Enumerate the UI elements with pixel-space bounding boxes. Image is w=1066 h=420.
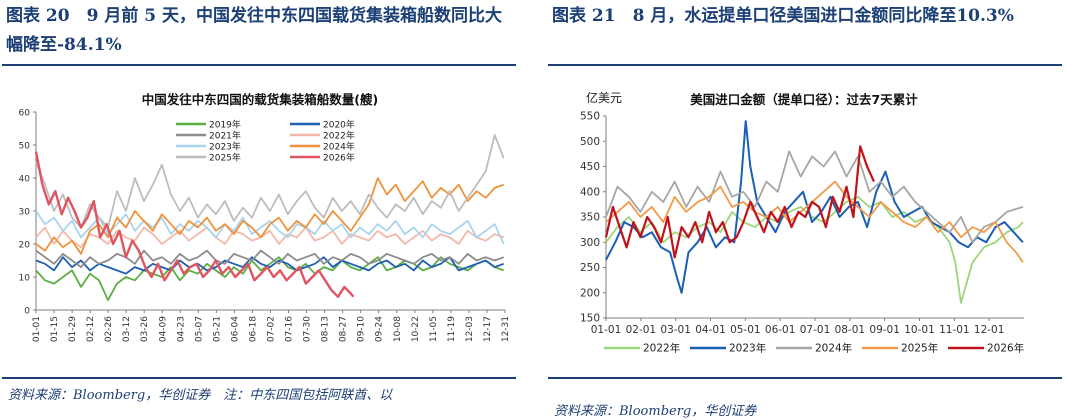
y-tick-label: 150 [580,313,600,325]
figure-title: 图表 21 8 月，水运提单口径美国进口金额同比降至10.3% [552,6,1014,26]
x-tick-label: 01-29 [68,316,78,342]
x-tick-label: 11-05 [429,316,439,342]
x-tick-label: 09-10 [357,316,367,342]
y-tick-label: 60 [19,109,31,119]
y-tick-label: 20 [19,241,31,251]
y-tick-label: 300 [580,237,600,249]
x-tick-label: 03-12 [122,316,132,342]
x-tick-label: 09-01 [869,324,900,336]
y-tick-label: 200 [580,287,600,299]
x-tick-label: 12-17 [483,316,493,342]
x-tick-label: 06-18 [248,316,258,342]
x-tick-label: 12-03 [465,316,475,342]
x-tick-label: 09-24 [375,316,385,342]
series-line-2021年 [35,249,505,269]
x-tick-label: 10-08 [393,316,403,342]
y-tick-label: 350 [580,212,600,224]
legend-label: 2022年 [323,130,355,142]
y-tick-label: 0 [24,307,30,317]
x-tick-label: 01-01 [32,316,42,342]
title-rule [548,64,1062,66]
x-tick-label: 12-31 [501,316,511,342]
legend-label: 2022年 [643,342,680,355]
series-line-2022年 [605,195,1024,304]
series-line-2019年 [35,256,505,302]
x-tick-label: 05-21 [212,316,222,342]
y-tick-label: 10 [19,274,31,284]
shipping-chart: 中国发往中东四国的载货集装箱船数量(艘) 0 10 20 30 40 50 60 01-01 01… [19,92,511,342]
y-tick-label: 30 [19,208,31,218]
x-tick-label: 08-27 [339,316,349,342]
chart-title: 美国进口金额（提单口径）：过去7天累计 [690,92,918,107]
legend-label: 2023年 [729,342,766,355]
x-tick-label: 07-30 [303,316,313,342]
x-tick-label: 07-02 [267,316,277,342]
x-tick-label: 10-22 [411,316,421,342]
x-tick-label: 02-01 [626,324,657,336]
x-tick-label: 02-12 [86,316,96,342]
y-tick-label: 50 [19,142,31,152]
figure-title: 图表 20 9 月前 5 天，中国发往中东四国载货集装箱船数同比大幅降至-84.… [6,6,502,55]
y-tick-label: 40 [19,175,31,185]
series-line-2020年 [35,256,505,275]
x-tick-label: 01-15 [50,316,60,342]
title-rule [2,64,516,66]
x-tick-label: 08-13 [321,316,331,342]
x-tick-label: 07-16 [285,316,295,342]
import-value-chart: 美国进口金额（提单口径）：过去7天累计 亿美元 150 200 250 300 350 400… [580,90,1024,355]
y-tick-label: 450 [580,161,600,173]
x-tick-label: 05-01 [730,324,761,336]
legend-label: 2024年 [815,342,852,355]
legend-label: 2025年 [901,342,938,355]
series-line-2024年 [35,177,505,255]
source-rule [548,377,1062,379]
series-line-2025年 [605,180,1024,263]
series-line-2024年 [605,150,1024,244]
x-tick-label: 08-01 [835,324,866,336]
series-line-2023年 [35,210,505,245]
x-tick-label: 03-26 [140,316,150,342]
x-tick-label: 01-01 [591,324,622,336]
x-tick-label: 04-23 [176,316,186,342]
x-tick-label: 07-01 [800,324,831,336]
chart-title: 中国发往中东四国的载货集装箱船数量(艘) [142,92,378,107]
y-axis-unit-label: 亿美元 [586,90,622,105]
x-tick-label: 11-19 [447,316,457,342]
series-line-2025年 [35,134,505,229]
y-tick-label: 400 [580,186,600,198]
x-tick-label: 12-01 [974,324,1005,336]
legend-label: 2020年 [323,119,355,131]
x-tick-label: 03-01 [660,324,691,336]
x-tick-label: 10-01 [904,324,935,336]
series-line-2026年 [604,145,876,259]
y-tick-label: 250 [580,262,600,274]
y-tick-label: 550 [580,111,600,123]
x-tick-label: 06-01 [765,324,796,336]
x-tick-label: 06-04 [230,316,240,342]
legend-label: 2019年 [209,119,241,131]
legend-label: 2025年 [209,152,241,164]
legend-label: 2021年 [209,130,241,142]
series-line-2026年 [34,151,355,299]
source-note: 资料来源：Bloomberg，华创证券 [554,404,757,419]
legend-label: 2026年 [323,152,355,164]
legend-label: 2024年 [323,141,355,153]
legend-label: 2023年 [209,141,241,153]
y-tick-label: 500 [580,136,600,148]
source-note: 资料来源：Bloomberg，华创证券 注：中东四国包括阿联酋、以 [8,388,393,403]
x-tick-label: 11-01 [939,324,970,336]
source-rule [2,377,516,379]
x-tick-label: 04-09 [158,316,168,342]
x-tick-label: 04-01 [695,324,726,336]
x-tick-label: 02-26 [104,316,114,342]
series-line-2023年 [605,120,1024,294]
legend-label: 2026年 [987,342,1024,355]
x-tick-label: 05-07 [194,316,204,342]
